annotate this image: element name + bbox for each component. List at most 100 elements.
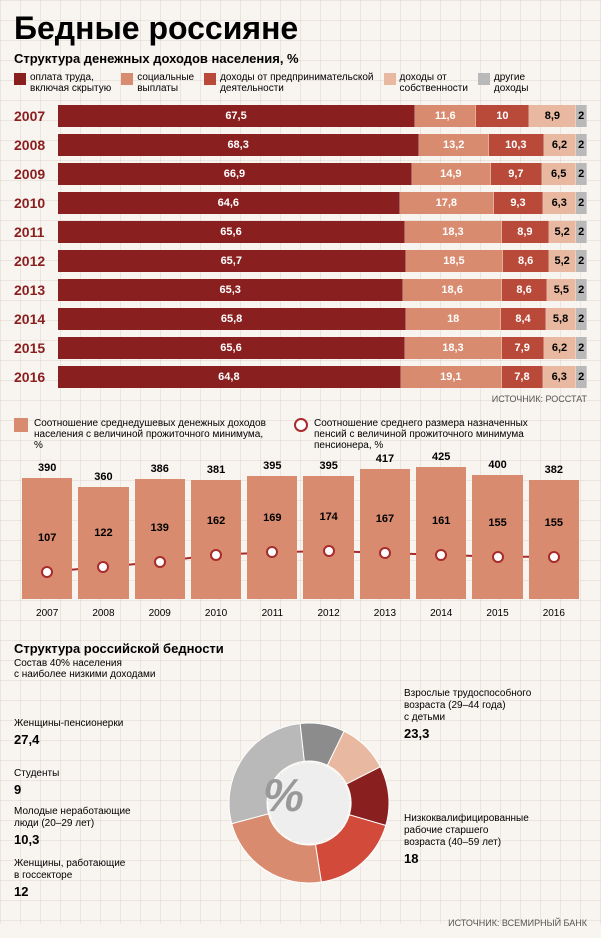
bar-segment: 7,9 — [502, 337, 544, 359]
bar-segment: 2 — [576, 134, 587, 156]
year-label: 2012 — [14, 253, 58, 269]
section1-legend: оплата труда, включая скрытую социальные … — [14, 72, 587, 94]
chart-column: 3601222008 — [78, 487, 128, 599]
donut-label: Молодые неработающиелюди (20–29 лет)10,3 — [14, 806, 131, 848]
bar-segment: 65,6 — [58, 221, 405, 243]
bar-row: 201465,8188,45,82 — [14, 305, 587, 332]
section3-title: Структура российской бедности — [14, 641, 587, 656]
percent-icon: % — [263, 768, 304, 822]
bar-row: 200767,511,6108,92 — [14, 102, 587, 129]
bar-segment: 11,6 — [415, 105, 476, 127]
year-label: 2015 — [14, 340, 58, 356]
chart-column: 3901072007 — [22, 478, 72, 599]
bar-segment: 65,6 — [58, 337, 405, 359]
section1-subtitle: Структура денежных доходов населения, % — [14, 51, 587, 66]
bar-segment: 2 — [576, 279, 587, 301]
bar-segment: 7,8 — [502, 366, 543, 388]
legend-item: другие доходы — [478, 72, 529, 94]
bar-segment: 2 — [576, 221, 587, 243]
bar-segment: 6,5 — [542, 163, 576, 185]
chart-column: 3861392009 — [135, 479, 185, 599]
legend-item: социальные выплаты — [121, 72, 194, 94]
bar-segment: 13,2 — [419, 134, 489, 156]
donut-chart — [224, 718, 394, 888]
bar-row: 201664,819,17,86,32 — [14, 363, 587, 390]
bar-segment: 5,5 — [547, 279, 576, 301]
bar-segment: 64,6 — [58, 192, 400, 214]
bar-segment: 18 — [406, 308, 501, 330]
bar-segment: 8,9 — [529, 105, 576, 127]
bar-segment: 18,3 — [405, 221, 502, 243]
bar-row: 201565,618,37,96,22 — [14, 334, 587, 361]
bar-segment: 64,8 — [58, 366, 401, 388]
year-label: 2008 — [14, 137, 58, 153]
bar-segment: 2 — [576, 337, 587, 359]
bar-segment: 8,6 — [502, 279, 547, 301]
bar-segment: 6,3 — [543, 366, 576, 388]
bar-segment: 17,8 — [400, 192, 494, 214]
section2-chart: 3901072007360122200838613920093811622010… — [14, 459, 587, 619]
section3-source: ИСТОЧНИК: ВСЕМИРНЫЙ БАНК — [448, 918, 587, 928]
section1-bars: 200767,511,6108,92200868,313,210,36,2220… — [14, 102, 587, 390]
bar-segment: 6,2 — [544, 337, 577, 359]
bar-row: 201165,618,38,95,22 — [14, 218, 587, 245]
bar-segment: 8,9 — [502, 221, 549, 243]
section2-legend: Соотношение среднедушевых денежных доход… — [14, 418, 587, 451]
chart-column: 3821552016 — [529, 480, 579, 599]
chart-column: 3951742012 — [303, 476, 353, 599]
bar-segment: 2 — [576, 308, 587, 330]
year-label: 2013 — [14, 282, 58, 298]
donut-label: Женщины, работающиев госсекторе12 — [14, 858, 125, 900]
bar-row: 200868,313,210,36,22 — [14, 131, 587, 158]
year-label: 2009 — [14, 166, 58, 182]
section3-subtitle: Состав 40% населения с наиболее низкими … — [14, 658, 587, 680]
bar-segment: 68,3 — [58, 134, 419, 156]
bar-segment: 14,9 — [412, 163, 491, 185]
year-label: 2007 — [14, 108, 58, 124]
section1-source: ИСТОЧНИК: РОССТАТ — [14, 394, 587, 404]
bar-segment: 10,3 — [489, 134, 543, 156]
bar-segment: 6,3 — [543, 192, 576, 214]
legend-item: доходы от предпринимательской деятельнос… — [204, 72, 373, 94]
donut-label: Студенты9 — [14, 768, 59, 798]
legend-item: оплата труда, включая скрытую — [14, 72, 111, 94]
bar-segment: 18,3 — [405, 337, 502, 359]
bar-row: 201064,617,89,36,32 — [14, 189, 587, 216]
bar-segment: 2 — [576, 250, 587, 272]
legend-item: Соотношение среднего размера назначенных… — [294, 418, 554, 451]
bar-segment: 65,8 — [58, 308, 406, 330]
bar-segment: 65,3 — [58, 279, 403, 301]
bar-segment: 9,3 — [494, 192, 543, 214]
year-label: 2010 — [14, 195, 58, 211]
chart-column: 3951692011 — [247, 476, 297, 599]
year-label: 2016 — [14, 369, 58, 385]
bar-segment: 18,6 — [403, 279, 501, 301]
donut-label: Низкоквалифицированныерабочие старшегово… — [404, 813, 529, 867]
donut-area: % Женщины-пенсионерки27,4 Студенты9 Молоды… — [14, 688, 587, 928]
bar-segment: 2 — [576, 105, 587, 127]
bar-segment: 67,5 — [58, 105, 415, 127]
page-title: Бедные россияне — [14, 10, 587, 47]
bar-segment: 9,7 — [491, 163, 542, 185]
bar-segment: 19,1 — [401, 366, 502, 388]
bar-segment: 5,2 — [549, 221, 577, 243]
legend-item: доходы от собственности — [384, 72, 468, 94]
chart-column: 3811622010 — [191, 480, 241, 599]
year-label: 2011 — [14, 224, 58, 240]
chart-column: 4171672013 — [360, 469, 410, 599]
section3: Структура российской бедности Состав 40%… — [14, 641, 587, 928]
bar-segment: 5,2 — [549, 250, 577, 272]
bar-segment: 2 — [576, 163, 587, 185]
bar-row: 201265,718,58,65,22 — [14, 247, 587, 274]
bar-segment: 10 — [476, 105, 529, 127]
chart-column: 4251612014 — [416, 467, 466, 599]
bar-row: 200966,914,99,76,52 — [14, 160, 587, 187]
bar-segment: 6,2 — [544, 134, 577, 156]
bar-segment: 8,6 — [503, 250, 548, 272]
chart-column: 4001552015 — [472, 475, 522, 599]
bar-segment: 2 — [576, 366, 587, 388]
donut-label: Взрослые трудоспособноговозраста (29–44 … — [404, 688, 531, 742]
bar-segment: 66,9 — [58, 163, 412, 185]
donut-label: Женщины-пенсионерки27,4 — [14, 718, 123, 748]
bar-segment: 65,7 — [58, 250, 406, 272]
